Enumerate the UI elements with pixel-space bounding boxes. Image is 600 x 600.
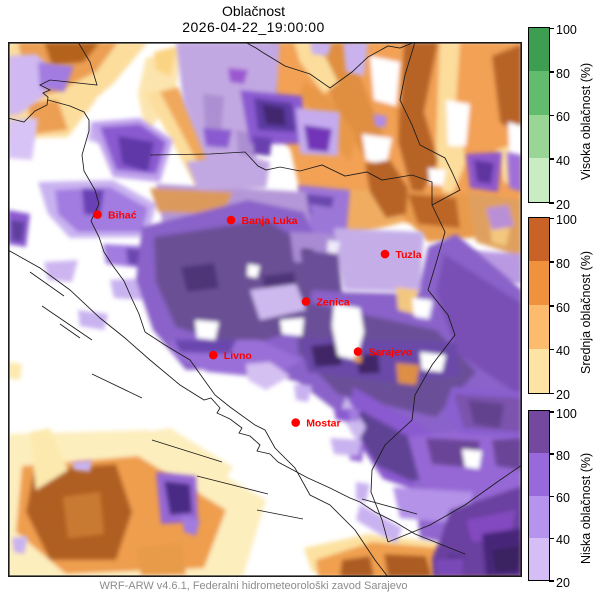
svg-text:Sarajevo: Sarajevo — [369, 347, 413, 359]
svg-text:Mostar: Mostar — [306, 418, 340, 430]
svg-text:Banja Luka: Banja Luka — [242, 215, 298, 227]
svg-text:Livno: Livno — [224, 350, 252, 362]
svg-text:Tuzla: Tuzla — [396, 249, 422, 261]
svg-text:Bihać: Bihać — [108, 210, 137, 222]
svg-text:Zenica: Zenica — [317, 297, 350, 309]
